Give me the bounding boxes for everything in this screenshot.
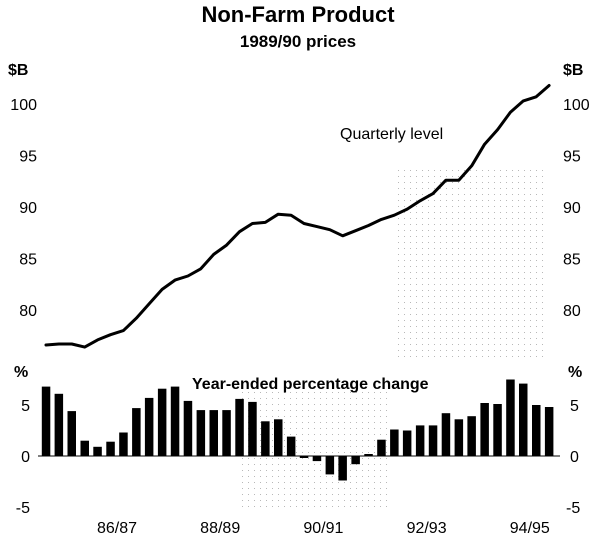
change-y-tick-label: -5 <box>16 500 30 517</box>
chart-subtitle: 1989/90 prices <box>240 32 356 51</box>
level-y-tick-label: 95 <box>19 149 37 166</box>
x-tick-label: 94/95 <box>510 520 550 537</box>
level-y-tick-label: 90 <box>19 200 37 217</box>
change-unit-left: % <box>14 364 28 381</box>
change-bar <box>519 383 528 456</box>
change-bar <box>67 411 76 456</box>
change-bar <box>480 403 489 456</box>
change-annotation: Year-ended percentage change <box>192 376 429 393</box>
x-axis-tick-labels: 86/87 88/89 90/91 92/93 94/95 <box>97 520 550 537</box>
change-bar <box>428 425 438 456</box>
change-bar <box>261 421 270 456</box>
change-bar <box>351 456 360 465</box>
change-bar <box>196 410 206 456</box>
change-unit-right: % <box>568 364 582 381</box>
level-y-tick-label-right: 90 <box>563 200 581 217</box>
chart-title: Non-Farm Product <box>201 2 395 27</box>
change-bar <box>299 456 309 458</box>
level-y-tick-label: 100 <box>10 97 37 114</box>
change-bar <box>248 401 257 456</box>
change-bar <box>506 379 515 456</box>
level-y-tick-label-right: 100 <box>563 97 590 114</box>
change-bar <box>325 456 335 475</box>
change-bar <box>170 386 180 456</box>
level-unit-right: $B <box>563 62 583 79</box>
change-bar <box>144 397 154 456</box>
change-bar <box>41 386 51 456</box>
change-bar <box>544 407 554 456</box>
change-y-tick-label: 0 <box>21 449 30 466</box>
change-bar <box>106 441 115 456</box>
change-y-ticks-left: -5 0 5 <box>16 398 30 517</box>
change-bar <box>454 419 464 456</box>
x-tick-label: 86/87 <box>97 520 137 537</box>
x-tick-label: 90/91 <box>303 520 343 537</box>
change-bar <box>183 400 193 456</box>
change-bar <box>80 440 89 456</box>
change-bar <box>312 456 322 462</box>
level-annotation: Quarterly level <box>340 126 443 143</box>
change-bar <box>54 393 64 456</box>
level-y-tick-label-right: 80 <box>563 303 581 320</box>
change-bar <box>286 436 296 456</box>
change-bar <box>235 398 244 456</box>
change-y-tick-label: 5 <box>21 398 30 415</box>
change-bar <box>364 454 373 456</box>
level-y-tick-label-right: 85 <box>563 252 581 269</box>
change-y-tick-label-right: 5 <box>570 398 579 415</box>
change-y-ticks-right: -5 0 5 <box>566 398 580 517</box>
x-tick-label: 88/89 <box>200 520 240 537</box>
level-y-tick-label: 85 <box>19 252 37 269</box>
change-bars <box>41 379 554 481</box>
level-y-ticks-right: 80 85 90 95 100 <box>563 97 590 320</box>
level-unit-left: $B <box>8 62 28 79</box>
change-bar <box>402 430 412 456</box>
change-bar <box>132 408 141 456</box>
change-bar <box>532 405 541 456</box>
change-bar <box>93 446 102 456</box>
change-bar <box>467 416 476 456</box>
stipple-region-upper <box>395 170 545 360</box>
change-bar <box>338 456 347 481</box>
change-bar <box>222 410 231 456</box>
quarterly-level-line <box>44 84 551 349</box>
change-bar <box>441 413 451 456</box>
change-bar <box>390 429 399 456</box>
level-y-ticks-left: 80 85 90 95 100 <box>10 97 37 320</box>
change-bar <box>274 419 283 456</box>
change-bar <box>377 439 386 456</box>
level-y-tick-label-right: 95 <box>563 149 581 166</box>
change-y-tick-label-right: 0 <box>570 449 579 466</box>
change-bar <box>209 410 218 456</box>
level-y-tick-label: 80 <box>19 303 37 320</box>
change-bar <box>415 425 425 456</box>
change-bar <box>493 404 502 456</box>
x-tick-label: 92/93 <box>407 520 447 537</box>
change-bar <box>119 432 128 456</box>
change-bar <box>157 388 167 456</box>
change-y-tick-label-right: -5 <box>566 500 580 517</box>
